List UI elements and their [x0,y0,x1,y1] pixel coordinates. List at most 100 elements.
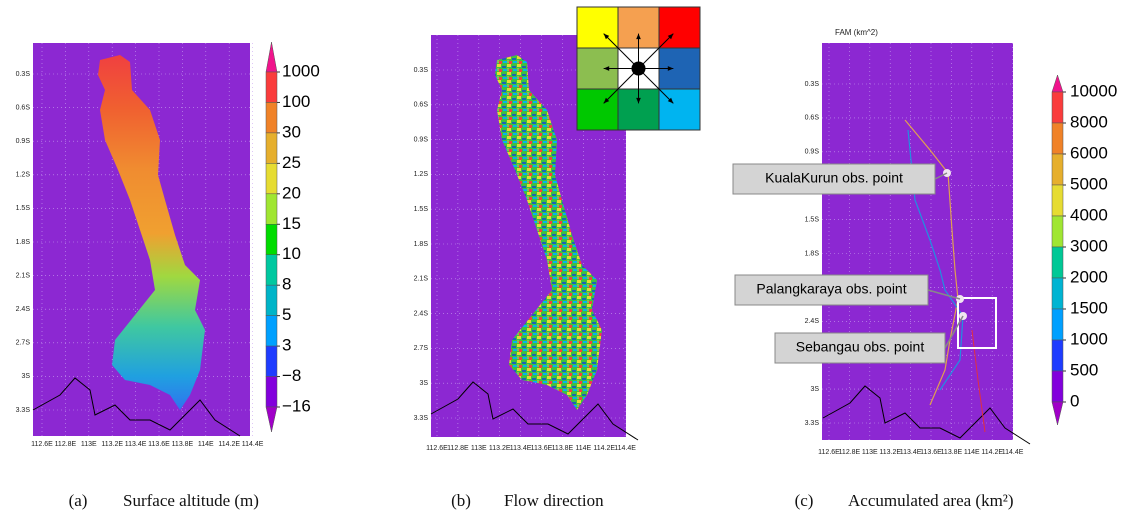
colorbar-swatch [1051,215,1064,248]
panel-caption: Flow direction [504,491,604,510]
x-tick-label: 113.8E [172,441,194,448]
y-tick-label: 1.5S [414,206,429,213]
colorbar-swatch [265,315,278,347]
y-tick-label: 3S [21,373,30,380]
arrow-head [636,33,641,40]
direction-arrow [603,68,639,104]
y-tick-label: 0.9S [414,136,429,143]
y-tick-label: 3.3S [805,420,820,427]
x-tick-label: 112.8E [839,449,861,456]
y-tick-label: 0.3S [805,81,820,88]
colorbar-label: 1000 [1070,329,1108,348]
annotation-pointer [944,315,964,349]
arrow-head [636,97,641,104]
x-tick-label: 113.4E [125,441,147,448]
colorbar-swatch [265,345,278,377]
colorbar-swatch [265,284,278,316]
colorbar-swatch [265,132,278,164]
colorbar-label: 25 [282,153,301,172]
arrow-head [603,97,610,104]
colorbar-label: 1000 [282,61,320,80]
x-tick-label: 113.2E [489,445,511,452]
colorbar-extend [265,41,278,73]
colorbar-swatch [265,376,278,408]
y-tick-label: 3S [419,380,428,387]
annotation-pointer [927,289,961,300]
colorbar-swatch [1051,184,1064,217]
y-tick-label: 2.7S [16,340,31,347]
x-tick-label: 113.2E [879,449,901,456]
y-tick-label: 1.2S [414,171,429,178]
x-tick-label: 113.8E [941,449,963,456]
y-tick-label: 2.4S [16,306,31,313]
y-tick-label: 2.1S [16,272,31,279]
colorbar-label: 100 [282,92,310,111]
x-tick-label: 113E [81,441,97,448]
direction-arrow [603,33,639,69]
map-background [822,43,1013,440]
colorbar-swatch [1051,370,1064,403]
y-tick-label: 0.3S [414,67,429,74]
colorbar-extend [265,406,278,433]
annotation-label: Palangkaraya obs. point [756,281,906,297]
colorbar-label: 4000 [1070,205,1108,224]
x-tick-label: 113.2E [101,441,123,448]
x-tick-label: 113E [862,449,878,456]
x-tick-label: 114.4E [1002,449,1024,456]
colorbar-swatch [265,254,278,286]
study-area-box [957,297,997,349]
panel-caption: Surface altitude (m) [123,491,259,510]
colorbar-swatch [265,71,278,103]
colorbar-label: 8000 [1070,112,1108,131]
y-tick-label: 0.6S [16,104,31,111]
annotation-label: Sebangau obs. point [796,339,925,355]
colorbar-swatch [1051,277,1064,310]
colorbar-label: 6000 [1070,143,1108,162]
colorbar-swatch [265,163,278,195]
y-tick-label: 1.8S [805,250,820,257]
colorbar-label: 8 [282,275,291,294]
y-tick-label: 2.1S [414,276,429,283]
colorbar-label: 5 [282,305,291,324]
x-tick-label: 112.6E [426,445,448,452]
colorbar-label: −16 [282,396,311,415]
colorbar-label: 0 [1070,391,1079,410]
arrow-head [667,97,674,104]
river [971,329,986,433]
x-tick-label: 113.6E [148,441,170,448]
colorbar-swatch [265,224,278,255]
colorbar-extend [1051,401,1064,426]
x-tick-label: 113.6E [920,449,942,456]
x-tick-label: 113E [471,445,487,452]
y-tick-label: 2.7S [414,345,429,352]
x-tick-label: 114.2E [593,445,615,452]
x-tick-label: 114E [198,441,214,448]
colorbar-label: 20 [282,183,301,202]
x-tick-label: 113.8E [552,445,574,452]
x-tick-label: 113.6E [531,445,553,452]
panel-caption: Accumulated area (km²) [848,491,1014,510]
y-tick-label: 0.3S [16,71,31,78]
arrow-head [603,33,610,40]
panel-tag: (b) [451,491,471,510]
annotation-box [732,163,936,195]
colorbar-swatch [1051,339,1064,372]
colorbar-label: 10000 [1070,81,1117,100]
x-tick-label: 114.4E [614,445,636,452]
colorbar-swatch [1051,91,1064,124]
x-tick-label: 114.4E [242,441,264,448]
river [904,119,959,406]
panel-title: FAM (km^2) [835,28,878,37]
arrow-head [603,66,610,71]
colorbar-swatch [1051,308,1064,341]
colorbar-label: 2000 [1070,267,1108,286]
y-tick-label: 2.4S [805,318,820,325]
colorbar-label: 5000 [1070,174,1108,193]
colorbar-label: 30 [282,122,301,141]
direction-center [631,61,646,76]
y-tick-label: 0.9S [805,149,820,156]
y-tick-label: 1.5S [805,216,820,223]
x-tick-label: 114.2E [981,449,1003,456]
annotation-label: KualaKurun obs. point [765,170,903,186]
colorbar-label: −8 [282,366,301,385]
